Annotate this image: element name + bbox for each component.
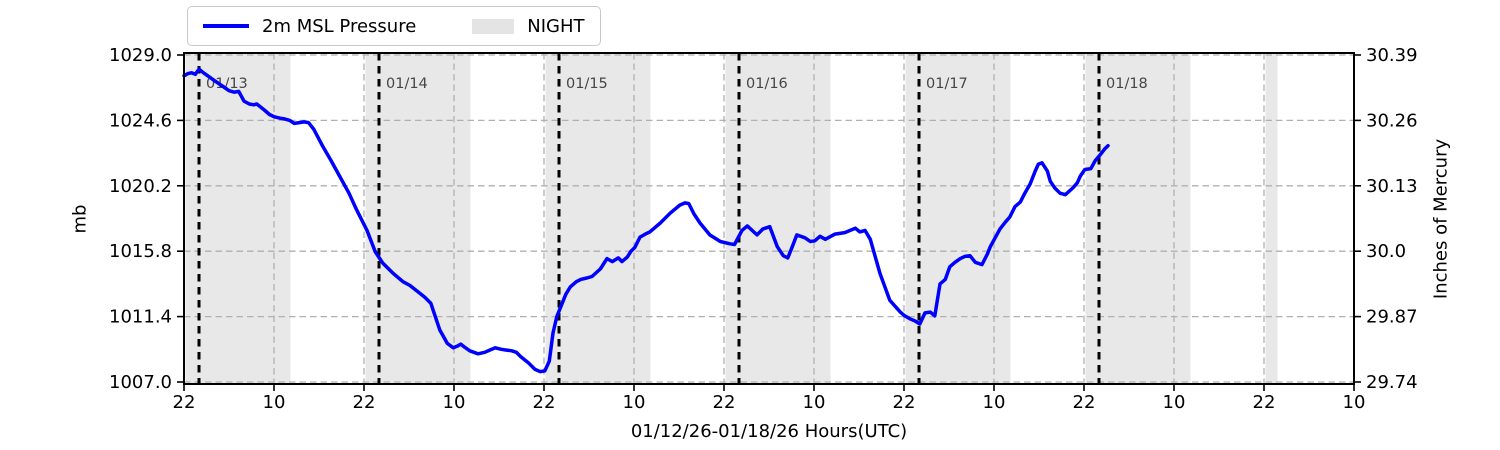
y-axis-label-mb: mb bbox=[69, 204, 91, 234]
night-band bbox=[1085, 54, 1191, 383]
x-tick-label: 10 bbox=[983, 392, 1006, 413]
day-date-label: 01/14 bbox=[386, 76, 428, 92]
x-tick-label: 22 bbox=[1073, 392, 1096, 413]
night-band bbox=[185, 54, 291, 383]
x-axis-label: 01/12/26-01/18/26 Hours(UTC) bbox=[630, 421, 908, 442]
x-tick-label: 22 bbox=[1253, 392, 1276, 413]
night-band bbox=[725, 54, 831, 383]
x-tick-label: 10 bbox=[803, 392, 826, 413]
night-band bbox=[365, 54, 471, 383]
legend-night-swatch bbox=[472, 18, 515, 34]
plot-box bbox=[183, 52, 1355, 385]
day-date-label: 01/18 bbox=[1106, 76, 1148, 92]
x-tick-label: 10 bbox=[623, 392, 646, 413]
y-tick-label-right: 30.0 bbox=[1366, 241, 1406, 262]
y-tick-label-right: 30.26 bbox=[1366, 110, 1418, 131]
x-tick-label: 22 bbox=[173, 392, 196, 413]
y-tick-label-left: 1029.0 bbox=[109, 45, 172, 66]
legend-line-swatch bbox=[203, 24, 249, 28]
day-date-label: 01/15 bbox=[566, 76, 608, 92]
y-tick-label-right: 29.87 bbox=[1366, 307, 1418, 328]
x-tick-label: 22 bbox=[533, 392, 556, 413]
y-tick-label-right: 30.39 bbox=[1366, 45, 1418, 66]
x-tick-label: 22 bbox=[893, 392, 916, 413]
x-tick-label: 10 bbox=[443, 392, 466, 413]
y-tick-label-right: 30.13 bbox=[1366, 176, 1418, 197]
y-tick-label-left: 1015.8 bbox=[109, 241, 172, 262]
x-tick-label: 10 bbox=[1163, 392, 1186, 413]
y-axis-label-inches: Inches of Mercury bbox=[1430, 138, 1452, 300]
y-tick-label-left: 1020.2 bbox=[109, 176, 172, 197]
x-tick-label: 10 bbox=[263, 392, 286, 413]
pressure-line bbox=[182, 67, 1110, 374]
x-tick-label: 22 bbox=[713, 392, 736, 413]
y-tick-label-right: 29.74 bbox=[1366, 372, 1418, 393]
night-band bbox=[905, 54, 1011, 383]
y-tick-label-left: 1024.6 bbox=[109, 110, 172, 131]
legend-night-label: NIGHT bbox=[527, 15, 585, 37]
chart-legend: 2m MSL Pressure NIGHT bbox=[187, 6, 601, 46]
night-band bbox=[1265, 54, 1278, 383]
y-tick-label-left: 1007.0 bbox=[109, 372, 172, 393]
y-tick-label-left: 1011.4 bbox=[109, 307, 172, 328]
legend-line-label: 2m MSL Pressure bbox=[262, 15, 417, 37]
day-date-label: 01/17 bbox=[926, 76, 968, 92]
x-tick-label: 22 bbox=[353, 392, 376, 413]
x-tick-label: 10 bbox=[1343, 392, 1366, 413]
day-date-label: 01/16 bbox=[746, 76, 788, 92]
night-band bbox=[545, 54, 651, 383]
